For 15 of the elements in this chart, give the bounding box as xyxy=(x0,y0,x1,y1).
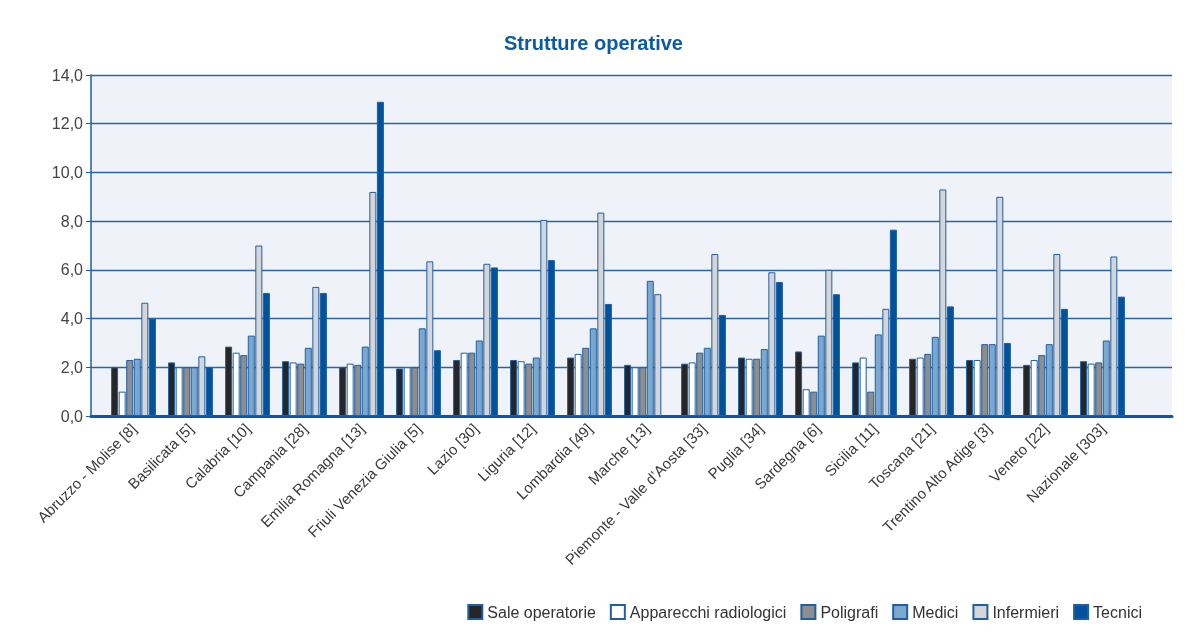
legend-label: Apparecchi radiologici xyxy=(629,603,787,621)
legend-label: Poligrafi xyxy=(820,603,879,621)
y-tick-label: 4,0 xyxy=(60,310,84,328)
y-tick-label: 14,0 xyxy=(51,66,84,84)
legend-label: Medici xyxy=(912,603,959,621)
legend-label: Infermieri xyxy=(992,603,1060,621)
y-tick-label: 12,0 xyxy=(51,115,84,133)
y-tick-label: 2,0 xyxy=(60,358,84,376)
chart-title: Strutture operative xyxy=(504,32,683,54)
y-tick-label: 10,0 xyxy=(51,163,84,181)
legend-label: Sale operatorie xyxy=(487,603,596,621)
y-tick-label: 8,0 xyxy=(60,212,84,230)
legend-label: Tecnici xyxy=(1093,603,1142,621)
y-tick-label: 6,0 xyxy=(60,261,84,279)
y-tick-label: 0,0 xyxy=(60,407,84,425)
